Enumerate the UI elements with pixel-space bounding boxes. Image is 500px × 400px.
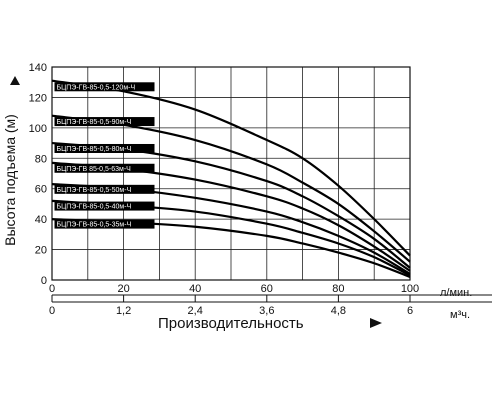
series-label-box — [54, 184, 155, 194]
y-tick-label: 140 — [29, 62, 47, 74]
series-label: БЦПЭ-ГВ 85-0,5-63м-Ч — [54, 163, 155, 173]
grid — [51, 66, 492, 303]
x-tick-label-secondary: 2,4 — [188, 305, 203, 317]
x-axis-label: Производительность — [158, 315, 304, 332]
tick-labels: 02040608010012014000201,2402,4603,6804,8… — [29, 62, 420, 317]
x-tick-label: 80 — [332, 283, 344, 295]
x-tick-label: 40 — [189, 283, 201, 295]
series-label-text: БЦПЭ-ГВ-85-0,5-40м-Ч — [57, 204, 132, 211]
x-tick-label-secondary: 1,2 — [116, 305, 131, 317]
curve-labels: БЦПЭ-ГВ-85-0,5-120м-Ч БЦПЭ-ГВ-85-0,5-90м-… — [54, 82, 155, 229]
series-label-text: БЦПЭ-ГВ-85-0,5-80м-Ч — [57, 146, 132, 153]
series-label-text: БЦПЭ-ГВ 85-0,5-63м-Ч — [57, 166, 132, 173]
series-label-text: БЦПЭ-ГВ-85-0,5-50м-Ч — [57, 187, 132, 194]
y-axis-label: Высота подъема (м) — [2, 114, 18, 246]
y-tick-label: 60 — [35, 184, 47, 196]
series-label-box — [54, 201, 155, 211]
series-label-text: БЦПЭ-ГВ-85-0,5-120м-Ч — [57, 84, 136, 91]
x-tick-label-secondary: 0 — [49, 305, 55, 317]
series-label-text: БЦПЭ-ГВ-85-0,5-90м-Ч — [57, 119, 132, 126]
y-tick-label: 40 — [35, 214, 47, 226]
x-unit-secondary: м³ч. — [450, 309, 470, 321]
y-tick-label: 100 — [29, 123, 47, 135]
x-tick-label-secondary: 3,6 — [259, 305, 274, 317]
series-label: БЦПЭ-ГВ-85-0,5-50м-Ч — [54, 184, 155, 194]
series-label: БЦПЭ-ГВ-85-0,5-80м-Ч — [54, 143, 155, 153]
y-tick-label: 20 — [35, 245, 47, 257]
x-unit-primary: л/мин. — [440, 287, 472, 299]
y-axis-arrow-icon — [10, 76, 20, 85]
y-tick-label: 120 — [29, 92, 47, 104]
series-label: БЦПЭ-ГВ-85-0,5-90м-Ч — [54, 117, 155, 127]
series-label-text: БЦПЭ-ГВ-85-0,5-35м-Ч — [57, 222, 132, 229]
series-label-box — [54, 219, 155, 229]
y-tick-label: 80 — [35, 153, 47, 165]
series-label-box — [54, 117, 155, 127]
x-tick-label: 60 — [261, 283, 273, 295]
x-tick-label: 0 — [49, 283, 55, 295]
series-label: БЦПЭ-ГВ-85-0,5-35м-Ч — [54, 219, 155, 229]
series-label-box — [54, 143, 155, 153]
plot-frame — [51, 66, 411, 281]
y-tick-label: 0 — [41, 275, 47, 287]
x-tick-label-secondary: 4,8 — [331, 305, 346, 317]
series-label: БЦПЭ-ГВ-85-0,5-40м-Ч — [54, 201, 155, 211]
x-axis-arrow-icon — [370, 318, 382, 328]
series-label-box — [54, 163, 155, 173]
series-label-box — [54, 82, 155, 92]
series-line — [51, 79, 411, 257]
x-tick-label: 100 — [401, 283, 419, 295]
x-tick-label: 20 — [117, 283, 129, 295]
x-tick-label-secondary: 6 — [407, 305, 413, 317]
series-label: БЦПЭ-ГВ-85-0,5-120м-Ч — [54, 82, 155, 92]
